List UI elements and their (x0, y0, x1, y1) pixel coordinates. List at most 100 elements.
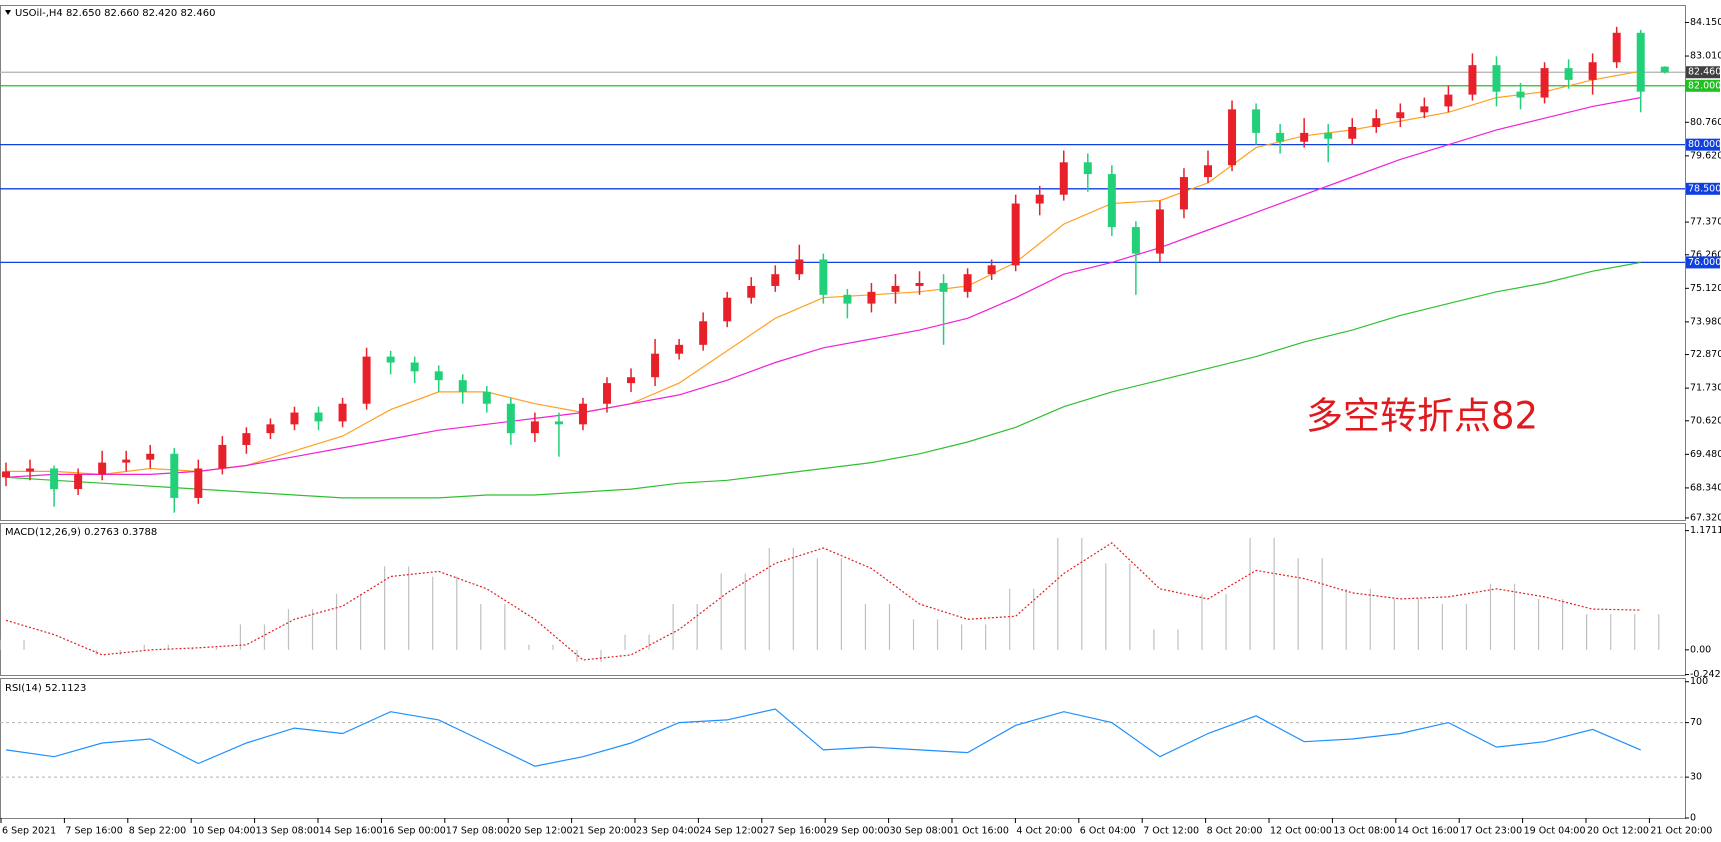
candle-body (146, 453, 155, 460)
y-tick-label: 1.1711 (1690, 525, 1721, 536)
candle-body (362, 356, 371, 404)
x-tick-label: 20 Sep 12:00 (509, 826, 572, 837)
moving-average (5, 97, 1641, 478)
level-box (1686, 182, 1720, 195)
level-label: 82.000 (1688, 80, 1721, 91)
y-tick-label: 69.480 (1690, 449, 1721, 460)
candle-body (194, 468, 203, 498)
candle-body (1444, 94, 1453, 107)
x-tick-label: 17 Sep 08:00 (446, 826, 509, 837)
candle-body (482, 391, 491, 404)
candle-body (50, 468, 59, 490)
y-tick-label: 70 (1690, 717, 1702, 728)
candle-body (1540, 68, 1549, 98)
candle-body (578, 403, 587, 425)
x-tick-label: 7 Oct 12:00 (1143, 826, 1199, 837)
macd-signal (5, 542, 1641, 661)
candle-body (1516, 91, 1525, 98)
x-tick-label: 10 Sep 04:00 (192, 826, 255, 837)
candle-body (434, 371, 443, 381)
x-tick-label: 14 Oct 16:00 (1397, 826, 1459, 837)
moving-average (5, 261, 1641, 499)
candle-body (795, 259, 804, 275)
candle-body (1228, 109, 1237, 166)
candle-body (1035, 194, 1044, 204)
candle-body (506, 403, 515, 434)
candle-body (1011, 203, 1020, 266)
rsi-line (5, 708, 1641, 767)
x-tick-label: 1 Oct 16:00 (953, 826, 1009, 837)
candle-body (1179, 177, 1188, 210)
candle-body (218, 444, 227, 469)
candle-body (603, 383, 611, 404)
rsi-header: RSI(14) 52.1123 (5, 683, 86, 694)
candle-body (2, 471, 10, 478)
candle-body (1564, 68, 1573, 80)
y-tick-label: -0.2424 (1690, 669, 1721, 680)
y-tick-label: 83.010 (1690, 51, 1721, 62)
x-tick-label: 21 Sep 20:00 (573, 826, 636, 837)
candle-body (1059, 162, 1068, 195)
candle-body (242, 433, 251, 445)
candle-body (891, 285, 900, 292)
rsi-panel (0, 678, 1686, 819)
candle-body (530, 421, 539, 434)
x-tick-label: 12 Oct 00:00 (1270, 826, 1332, 837)
x-tick-label: 24 Sep 12:00 (699, 826, 762, 837)
y-tick-label: 75.120 (1690, 283, 1721, 294)
x-tick-label: 7 Sep 16:00 (65, 826, 122, 837)
candle-body (386, 356, 395, 363)
y-tick-label: 80.760 (1690, 117, 1721, 128)
menu-arrow[interactable] (5, 10, 11, 15)
candle-body (26, 468, 35, 472)
y-tick-label: 0.00 (1690, 644, 1711, 655)
candle-body (747, 285, 756, 298)
candle-body (1588, 62, 1597, 80)
annotation: 多空转折点82 (1306, 395, 1538, 438)
candle-body (1396, 112, 1405, 119)
level-label: 80.000 (1688, 139, 1721, 150)
candle-body (1131, 227, 1140, 254)
candle-body (1324, 132, 1333, 139)
candle-body (1372, 118, 1381, 127)
candle-body (1660, 66, 1669, 73)
candle-body (651, 353, 660, 378)
y-tick-label: 79.620 (1690, 150, 1721, 161)
candle-body (771, 274, 780, 286)
candle-body (939, 283, 948, 292)
x-tick-label: 30 Sep 08:00 (890, 826, 953, 837)
x-tick-label: 20 Oct 12:00 (1587, 826, 1649, 837)
y-tick-label: 100 (1690, 676, 1708, 687)
level-box (1686, 66, 1720, 79)
x-tick-label: 6 Sep 2021 (2, 826, 56, 837)
candle-body (98, 462, 107, 475)
price-header: USOil-,H4 82.650 82.660 82.420 82.460 (15, 8, 215, 19)
candle-body (314, 412, 323, 422)
level-box (1686, 256, 1720, 269)
y-tick-label: 73.980 (1690, 316, 1721, 327)
y-tick-label: 71.730 (1690, 383, 1721, 394)
macd-panel (0, 523, 1686, 676)
candle-body (266, 424, 275, 434)
x-tick-label: 6 Oct 04:00 (1080, 826, 1136, 837)
candle-body (1300, 132, 1309, 142)
x-tick-label: 23 Sep 04:00 (636, 826, 699, 837)
y-tick-label: 0 (1690, 813, 1696, 824)
candle-body (458, 380, 467, 392)
candle-body (290, 412, 299, 425)
y-tick-label: 68.340 (1690, 482, 1721, 493)
candle-body (963, 274, 972, 292)
candle-body (1252, 109, 1261, 133)
y-tick-label: 72.870 (1690, 349, 1721, 360)
candle-body (843, 294, 852, 304)
y-tick-label: 70.620 (1690, 415, 1721, 426)
x-tick-label: 21 Oct 20:00 (1650, 826, 1712, 837)
x-tick-label: 14 Sep 16:00 (319, 826, 382, 837)
candle-body (1083, 162, 1092, 175)
candle-body (675, 344, 684, 354)
y-tick-label: 77.370 (1690, 217, 1721, 228)
x-tick-label: 17 Oct 23:00 (1460, 826, 1522, 837)
level-label: 76.000 (1688, 257, 1721, 268)
candle-body (1420, 106, 1429, 113)
